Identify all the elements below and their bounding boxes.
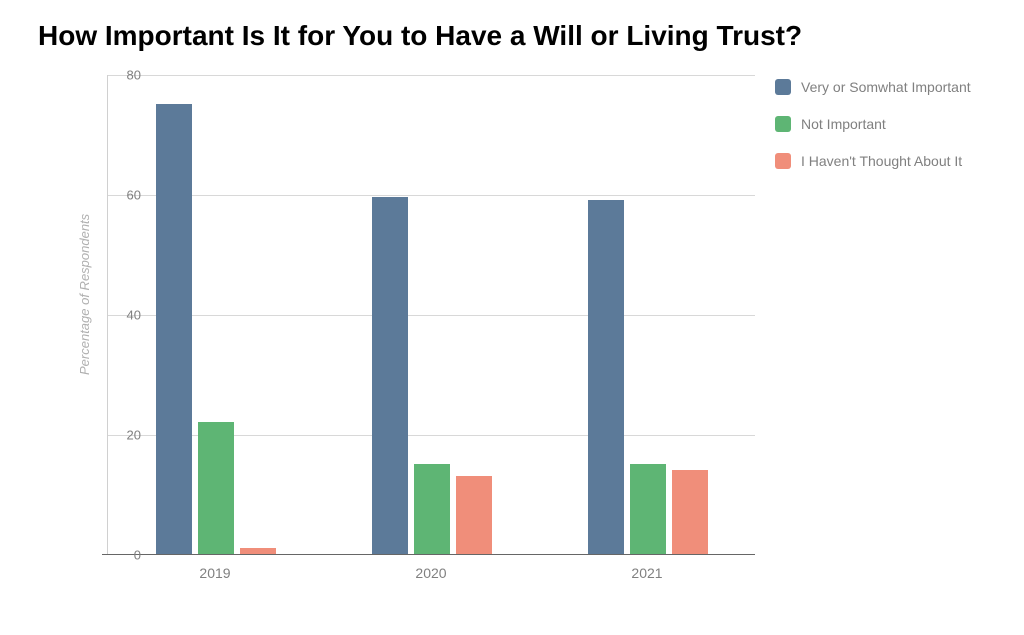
legend-item: I Haven't Thought About It	[775, 152, 1005, 171]
y-tick-label: 60	[111, 188, 141, 203]
x-tick-label: 2019	[199, 565, 230, 581]
y-tick-label: 20	[111, 428, 141, 443]
legend: Very or Somwhat Important Not Important I …	[775, 78, 1005, 189]
legend-item: Very or Somwhat Important	[775, 78, 1005, 97]
legend-swatch	[775, 116, 791, 132]
legend-swatch	[775, 153, 791, 169]
y-tick-label: 40	[111, 308, 141, 323]
bar	[456, 476, 492, 554]
legend-item: Not Important	[775, 115, 1005, 134]
bar	[198, 422, 234, 554]
legend-label: Very or Somwhat Important	[801, 78, 971, 97]
y-tick-label: 0	[111, 548, 141, 563]
bar	[630, 464, 666, 554]
y-axis-label: Percentage of Respondents	[77, 214, 92, 375]
gridline	[108, 315, 755, 316]
chart-area: Percentage of Respondents 020406080 2019…	[65, 75, 755, 595]
bar	[372, 197, 408, 554]
axis-origin-tick	[102, 554, 108, 555]
bar	[414, 464, 450, 554]
bar	[240, 548, 276, 554]
bar	[156, 104, 192, 554]
legend-label: Not Important	[801, 115, 886, 134]
x-tick-label: 2021	[631, 565, 662, 581]
plot-area: 020406080	[107, 75, 755, 555]
bar	[588, 200, 624, 554]
gridline	[108, 75, 755, 76]
chart-title: How Important Is It for You to Have a Wi…	[38, 20, 802, 52]
legend-swatch	[775, 79, 791, 95]
legend-label: I Haven't Thought About It	[801, 152, 962, 171]
bar	[672, 470, 708, 554]
x-tick-label: 2020	[415, 565, 446, 581]
gridline	[108, 195, 755, 196]
y-tick-label: 80	[111, 68, 141, 83]
